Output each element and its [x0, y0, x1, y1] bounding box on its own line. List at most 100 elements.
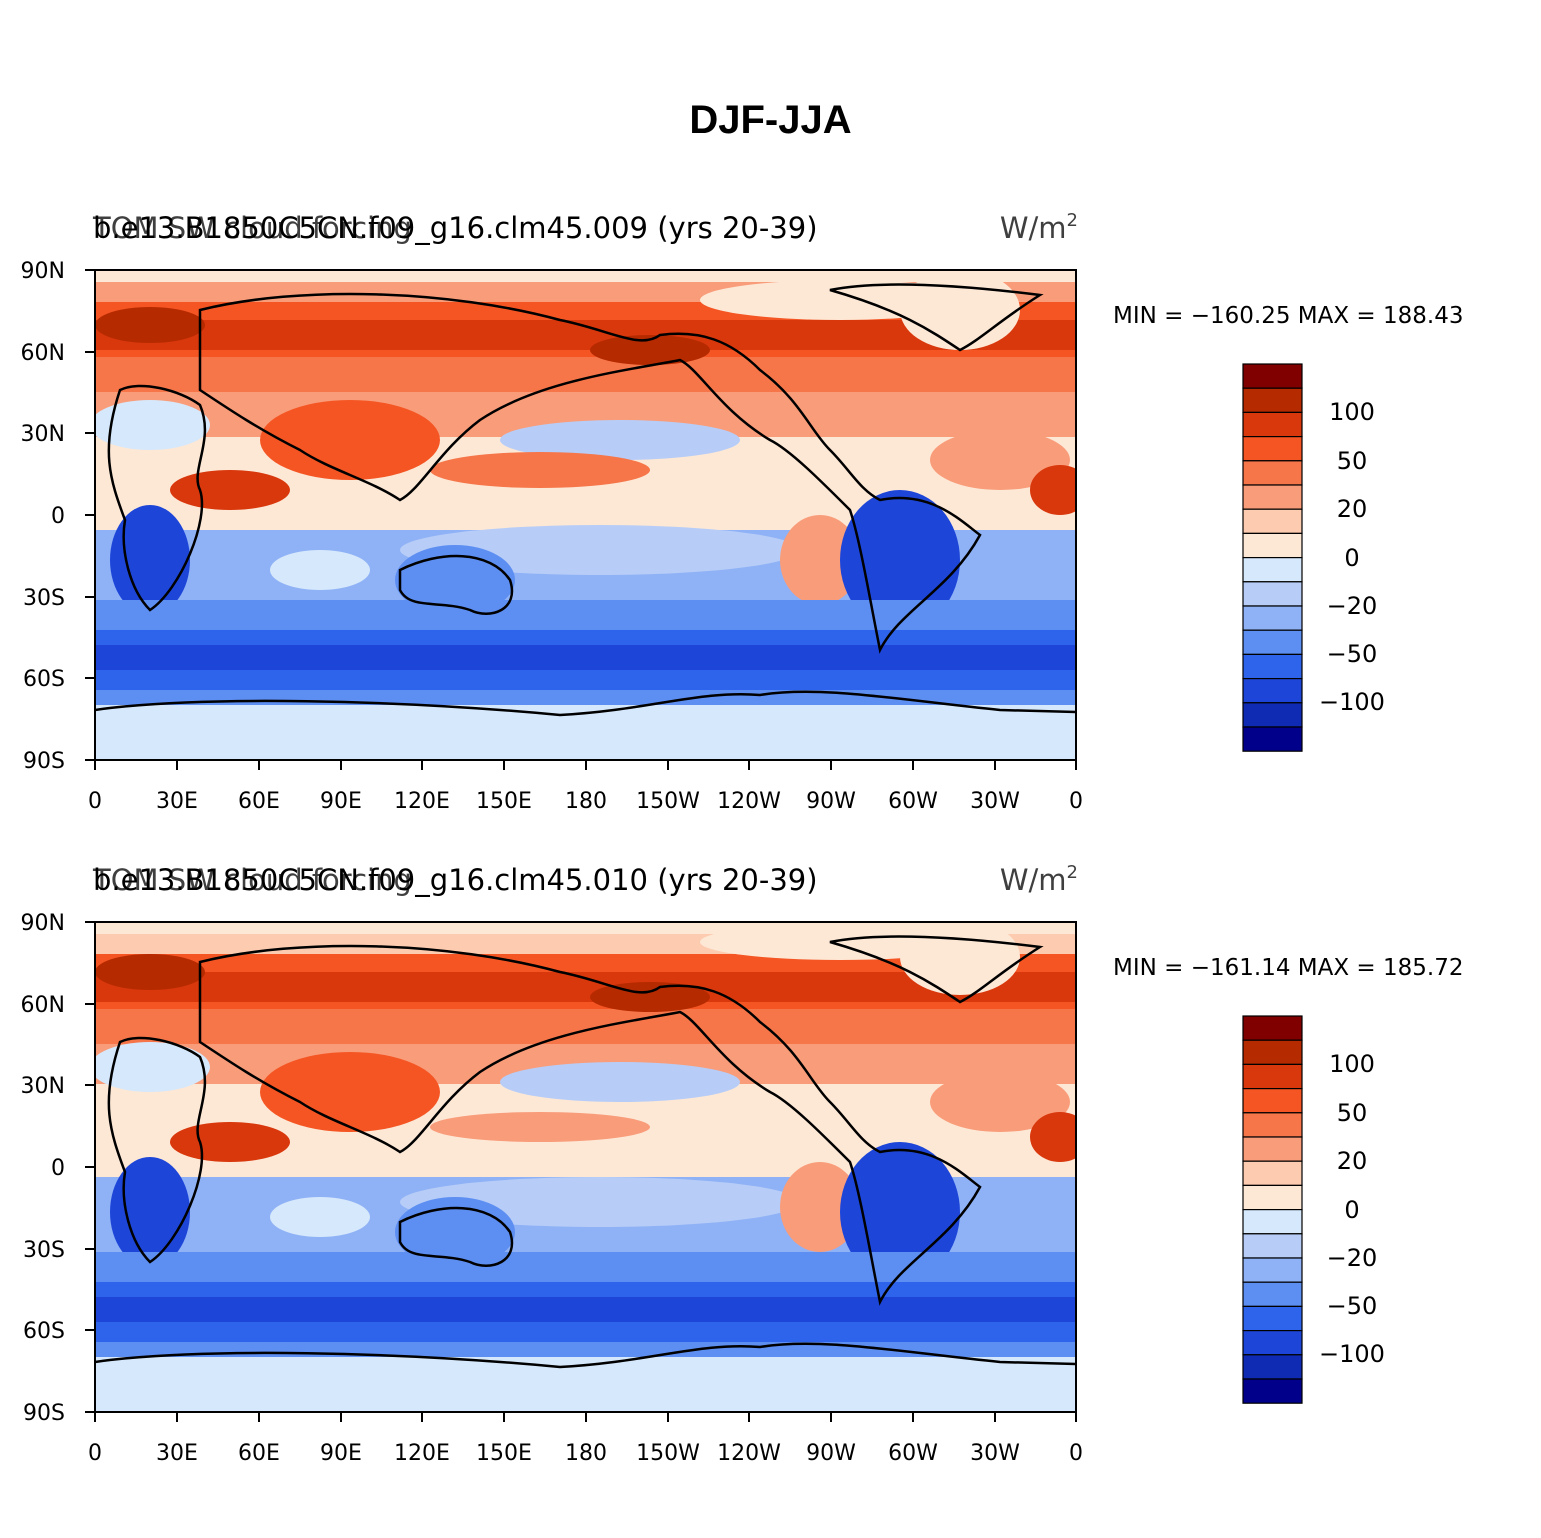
colorbar — [1242, 1015, 1303, 1404]
colorbar-label: −20 — [1327, 592, 1378, 620]
colorbar-label: 0 — [1344, 544, 1359, 572]
lat-tick-label: 60N — [21, 993, 65, 1018]
lon-tick-label: 60E — [238, 1441, 280, 1466]
colorbar-swatch — [1242, 726, 1303, 752]
lat-tick-labels: 90N 60N 30N 0 30S 60S 90S — [21, 911, 65, 1426]
lat-tick-label: 90S — [23, 1401, 65, 1426]
colorbar-swatch — [1242, 1136, 1303, 1162]
lon-tick-label: 120E — [394, 1441, 450, 1466]
lat-tick-label: 90N — [21, 911, 65, 936]
panel-case-label: b.e13.B1850C5CN.f09_g16.clm45.009 (yrs 2… — [93, 211, 818, 245]
colorbar-label: 20 — [1337, 1147, 1368, 1175]
lon-tick-label: 60E — [238, 789, 280, 814]
lon-tick-label: 0 — [1069, 789, 1083, 814]
lon-tick-label: 0 — [88, 1441, 102, 1466]
lon-tick-label: 180 — [565, 789, 607, 814]
lon-tick-label: 90E — [320, 1441, 362, 1466]
colorbar-swatch — [1242, 605, 1303, 631]
lat-tick-label: 90N — [21, 259, 65, 284]
panel-variable-label: TOM SW cloud forcing — [92, 211, 412, 245]
colorbar-swatch — [1242, 653, 1303, 680]
lon-tick-label: 150E — [476, 1441, 532, 1466]
coastlines — [95, 935, 1076, 1369]
colorbar-swatch — [1242, 1112, 1303, 1138]
colorbar-swatch — [1242, 460, 1303, 486]
lon-tick-label: 0 — [88, 789, 102, 814]
colorbar-swatch — [1242, 1184, 1303, 1211]
lon-tick-label: 120W — [717, 1441, 781, 1466]
map-panel-2: b.e13.B1850C5CN.f09_g16.clm45.010 (yrs 2… — [21, 862, 1464, 1466]
lon-tick-label: 150E — [476, 789, 532, 814]
colorbar-label: −50 — [1327, 640, 1378, 668]
colorbar-label: 50 — [1337, 1099, 1368, 1127]
colorbar-label: −20 — [1327, 1244, 1378, 1272]
colorbar-swatch — [1242, 557, 1303, 583]
colorbar-swatch — [1242, 1015, 1303, 1041]
coastlines — [95, 283, 1076, 717]
lon-tick-label: 30E — [156, 789, 198, 814]
axis-ticks — [85, 921, 1077, 1422]
lon-tick-label: 60W — [888, 789, 938, 814]
lat-tick-label: 30N — [21, 422, 65, 447]
colorbar-swatch — [1242, 1233, 1303, 1259]
colorbar-labels: 100 50 20 0 −20 −50 −100 — [1319, 398, 1385, 716]
lat-tick-labels: 90N 60N 30N 0 30S 60S 90S — [21, 259, 65, 774]
lon-tick-label: 120W — [717, 789, 781, 814]
colorbar-swatch — [1242, 1257, 1303, 1283]
map-panel-1: b.e13.B1850C5CN.f09_g16.clm45.009 (yrs 2… — [21, 210, 1464, 814]
colorbar — [1242, 363, 1303, 752]
colorbar-label: 100 — [1329, 1050, 1375, 1078]
panel-units-label: W/m2 — [1000, 210, 1078, 245]
lat-tick-label: 60S — [23, 1319, 65, 1344]
panel-variable-label: TOM SW cloud forcing — [92, 863, 412, 897]
field-shading — [95, 270, 1076, 760]
lat-tick-label: 60S — [23, 667, 65, 692]
colorbar-swatch — [1242, 581, 1303, 607]
lat-tick-label: 60N — [21, 341, 65, 366]
colorbar-swatch — [1242, 1378, 1303, 1404]
colorbar-swatch — [1242, 1063, 1303, 1090]
colorbar-labels: 100 50 20 0 −20 −50 −100 — [1319, 1050, 1385, 1368]
lon-tick-label: 0 — [1069, 1441, 1083, 1466]
colorbar-label: −50 — [1327, 1292, 1378, 1320]
colorbar-swatch — [1242, 484, 1303, 510]
figure-title: DJF-JJA — [689, 98, 852, 142]
lon-tick-label: 180 — [565, 1441, 607, 1466]
lon-tick-labels: 0 30E 60E 90E 120E 150E 180 150W 120W 90… — [88, 1441, 1083, 1466]
colorbar-swatch — [1242, 702, 1303, 728]
colorbar-label: −100 — [1319, 688, 1385, 716]
colorbar-swatch — [1242, 1281, 1303, 1308]
colorbar-swatch — [1242, 678, 1303, 704]
panel-case-label: b.e13.B1850C5CN.f09_g16.clm45.010 (yrs 2… — [93, 863, 818, 897]
colorbar-swatch — [1242, 387, 1303, 414]
colorbar-label: 20 — [1337, 495, 1368, 523]
lon-tick-labels: 0 30E 60E 90E 120E 150E 180 150W 120W 90… — [88, 789, 1083, 814]
lon-tick-label: 150W — [636, 789, 700, 814]
lon-tick-label: 60W — [888, 1441, 938, 1466]
min-max-label: MIN = −161.14 MAX = 185.72 — [1113, 955, 1464, 981]
lon-tick-label: 30W — [970, 789, 1020, 814]
colorbar-label: −100 — [1319, 1340, 1385, 1368]
lon-tick-label: 30E — [156, 1441, 198, 1466]
lon-tick-label: 90W — [806, 789, 856, 814]
colorbar-label: 100 — [1329, 398, 1375, 426]
colorbar-swatch — [1242, 629, 1303, 656]
colorbar-swatch — [1242, 1087, 1303, 1114]
lat-tick-label: 0 — [51, 504, 65, 529]
lat-tick-label: 0 — [51, 1156, 65, 1181]
colorbar-swatch — [1242, 1354, 1303, 1380]
colorbar-swatch — [1242, 1160, 1303, 1186]
axis-ticks — [85, 269, 1077, 770]
lon-tick-label: 30W — [970, 1441, 1020, 1466]
colorbar-label: 50 — [1337, 447, 1368, 475]
lat-tick-label: 30S — [23, 586, 65, 611]
min-max-label: MIN = −160.25 MAX = 188.43 — [1113, 303, 1464, 329]
colorbar-swatch — [1242, 532, 1303, 559]
lon-tick-label: 90E — [320, 789, 362, 814]
lat-tick-label: 90S — [23, 749, 65, 774]
lat-tick-label: 30S — [23, 1238, 65, 1263]
colorbar-swatch — [1242, 411, 1303, 438]
lon-tick-label: 150W — [636, 1441, 700, 1466]
colorbar-swatch — [1242, 1305, 1303, 1332]
colorbar-swatch — [1242, 1209, 1303, 1235]
